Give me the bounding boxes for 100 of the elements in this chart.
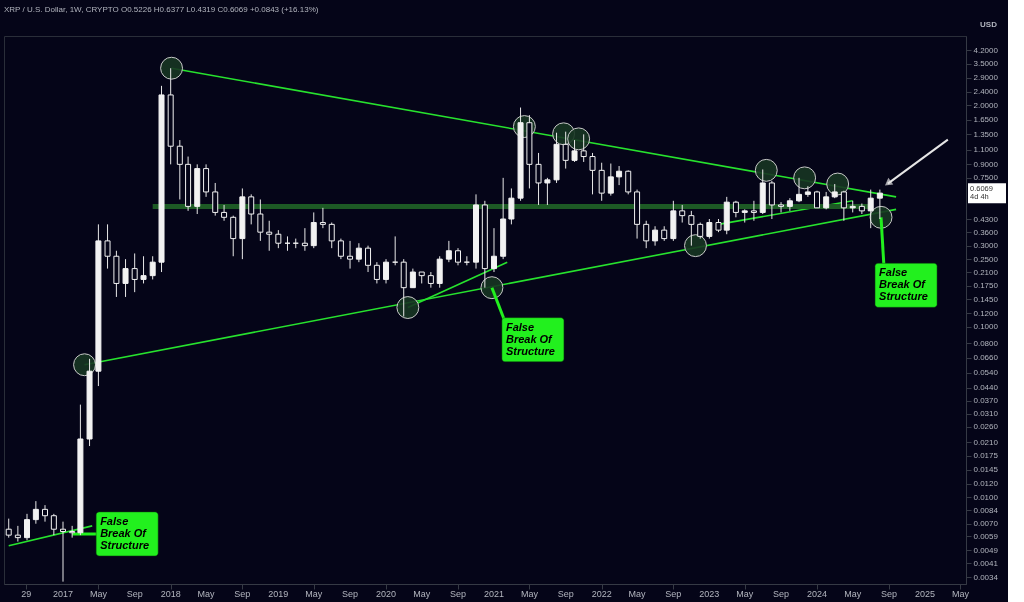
y-tick-label: 0.0084 [973, 505, 999, 515]
y-tick-label: 0.0059 [973, 531, 999, 541]
candlestick [149, 255, 156, 280]
y-tick-label: 0.0260 [973, 422, 999, 432]
y-tick-label: 0.0100 [973, 492, 999, 502]
y-tick-label: 3.5000 [973, 59, 999, 69]
candlestick [688, 210, 695, 247]
y-tick-label: 0.1750 [973, 281, 999, 291]
x-tick-label: Sep [665, 589, 682, 599]
x-tick-label: May [197, 589, 216, 599]
x-tick-label: Sep [234, 589, 251, 599]
x-tick-label: 2024 [807, 589, 828, 599]
x-tick-label: Sep [126, 589, 143, 599]
x-tick-label: May [628, 589, 647, 599]
y-tick-label: 0.0800 [973, 338, 999, 348]
candlestick [310, 211, 317, 249]
candlestick [32, 500, 39, 525]
candlestick [643, 220, 650, 249]
annotation: False Break Of Structure [100, 514, 150, 551]
candlestick [796, 177, 803, 203]
y-tick-label: 0.0660 [973, 353, 999, 363]
candlestick [750, 200, 757, 222]
candlestick [580, 133, 587, 163]
y-tick-label: 0.0041 [973, 558, 999, 568]
candlestick [14, 525, 21, 543]
x-tick-label: 2017 [52, 589, 74, 599]
candlestick [562, 131, 569, 170]
candlestick [589, 152, 596, 195]
x-tick-label: 2022 [591, 589, 612, 599]
x-tick-label: 2023 [699, 589, 720, 599]
candlestick [104, 223, 111, 270]
y-tick-label: 1.3500 [973, 129, 999, 139]
y-tick-label: 0.0440 [973, 383, 999, 393]
candlestick [50, 513, 57, 536]
candlestick [508, 187, 515, 225]
y-tick-label: 0.0175 [973, 451, 999, 461]
candlestick [266, 220, 273, 252]
candlestick [598, 162, 605, 202]
candlestick [140, 255, 147, 284]
candlestick [212, 182, 219, 217]
candlestick [5, 518, 12, 539]
candlestick [840, 190, 847, 222]
y-tick-label: 0.2100 [973, 267, 999, 277]
x-tick-label: May [844, 589, 862, 599]
candlestick [607, 163, 614, 197]
y-tick-label: 0.3600 [973, 227, 999, 237]
candlestick [365, 245, 372, 273]
x-tick-label: 2019 [268, 589, 289, 599]
point [567, 127, 591, 151]
candlestick [319, 207, 326, 229]
candlestick [625, 169, 632, 195]
candlestick [706, 218, 713, 240]
candlestick [176, 139, 183, 200]
y-tick-label: 2.0000 [973, 100, 999, 110]
y-tick-label: 0.0540 [973, 368, 999, 378]
candlestick [257, 198, 264, 242]
x-tick-label: 2025 [914, 589, 936, 599]
y-tick-label: 0.0370 [973, 396, 999, 406]
x-tick-label: May [520, 589, 539, 599]
y-tick-label: 0.0210 [973, 437, 999, 447]
y-tick-label: 0.1000 [973, 322, 999, 332]
x-tick-label: 29 [21, 589, 32, 599]
annotation: False Break Of Structure [879, 266, 928, 303]
candlestick [347, 240, 354, 270]
candlestick [445, 240, 452, 263]
y-axis-title: USD [980, 19, 998, 29]
candlestick [804, 185, 811, 198]
candlestick [768, 180, 775, 220]
point [754, 158, 778, 182]
x-tick-label: May [413, 589, 431, 599]
candlestick [131, 252, 138, 293]
candlestick [571, 139, 578, 163]
x-tick-label: Sep [342, 589, 359, 599]
candlestick [230, 215, 237, 257]
candlestick [616, 165, 623, 186]
candlestick [876, 189, 883, 220]
candlestick [60, 521, 66, 583]
candlestick [535, 152, 542, 206]
y-tick-label: 0.4300 [973, 214, 999, 224]
y-tick-label: 0.0145 [973, 465, 999, 475]
candlestick [652, 225, 659, 247]
y-tick-label: 0.1200 [973, 308, 999, 318]
candlestick [221, 204, 228, 222]
point [396, 296, 420, 319]
candlestick [355, 242, 362, 263]
y-tick-label: 0.0120 [973, 479, 999, 489]
x-tick-label: Sep [557, 589, 574, 599]
chart-title: XRP / U.S. Dollar, 1W, CRYPTO O0.5226 H0.6377 L0.4319 C0.6069 +0.0843 (+16.13%) [4, 5, 319, 14]
point [160, 56, 184, 80]
x-tick-label: Sep [773, 589, 790, 599]
candlestick [42, 504, 49, 523]
x-tick-label: May [305, 589, 323, 599]
y-tick-label: 0.1450 [973, 294, 999, 304]
candlestick [867, 189, 874, 229]
candlestick [328, 222, 335, 249]
candlestick [373, 261, 380, 284]
y-tick-label: 0.0049 [973, 545, 999, 555]
annotation: False Break Of Structure [505, 320, 555, 357]
candlestick [544, 177, 551, 206]
candlestick [383, 258, 390, 284]
